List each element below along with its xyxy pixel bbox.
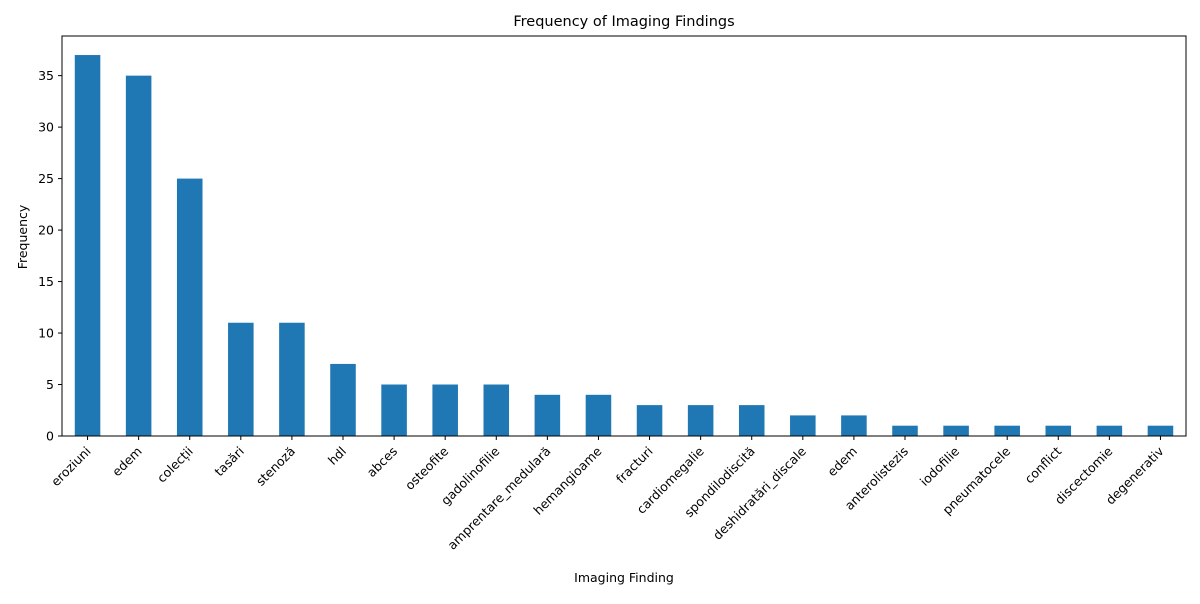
bar-16 [841, 415, 867, 436]
bar-4 [228, 322, 254, 436]
y-tick-label: 0 [46, 429, 54, 444]
bar-5 [279, 322, 305, 436]
bar-20 [1045, 425, 1072, 436]
x-tick-label: eroziuni [48, 444, 94, 490]
x-tick-label: edem [109, 444, 145, 480]
x-tick-label: stenoză [253, 444, 298, 489]
bar-12 [636, 405, 663, 436]
bar-15 [790, 415, 816, 436]
y-tick-label: 30 [38, 120, 54, 135]
x-tick-label: amprentare_medulară [444, 444, 553, 553]
x-tick-label: iodofilie [917, 443, 963, 489]
x-tick-label: hdl [325, 444, 349, 468]
x-tick-label: osteofite [402, 443, 452, 493]
bar-21 [1096, 425, 1123, 436]
bar-17 [892, 425, 918, 436]
x-axis-label: Imaging Finding [574, 570, 674, 585]
bar-9 [483, 384, 510, 436]
y-tick-label: 35 [38, 68, 54, 83]
y-tick-label: 5 [46, 377, 54, 392]
bar-7 [381, 384, 407, 436]
x-tick-label: tasări [211, 444, 247, 480]
bar-10 [534, 394, 561, 436]
x-tick-label: colecții [154, 444, 196, 486]
bar-13 [687, 405, 714, 436]
y-axis: 0 5 10 15 20 25 30 35 [38, 68, 62, 444]
x-tick-label: abces [364, 444, 401, 481]
y-tick-label: 25 [38, 171, 54, 186]
plot-frame [61, 35, 1187, 437]
bar-1 [74, 55, 101, 437]
chart-title: Frequency of Imaging Findings [513, 14, 734, 30]
bar-19 [994, 425, 1020, 436]
bars-group [74, 55, 1174, 437]
x-axis: eroziuni edem colecții tasări stenoză hdl abce… [48, 436, 1167, 553]
x-tick-label: conflict [1022, 443, 1065, 486]
bar-22 [1147, 425, 1174, 436]
bar-2 [125, 75, 152, 436]
bar-6 [330, 363, 356, 436]
bar-14 [738, 405, 765, 436]
bar-8 [432, 384, 458, 436]
bar-11 [585, 394, 612, 436]
y-axis-label: Frequency [15, 204, 30, 269]
y-tick-label: 10 [38, 326, 54, 341]
y-tick-label: 15 [38, 274, 54, 289]
y-tick-label: 20 [38, 223, 54, 238]
x-tick-label: deshidratări_discale [710, 443, 809, 542]
x-tick-label: edem [824, 444, 860, 480]
bar-18 [943, 425, 969, 436]
x-tick-label: fracturi [613, 444, 656, 487]
bar-3 [176, 178, 203, 437]
